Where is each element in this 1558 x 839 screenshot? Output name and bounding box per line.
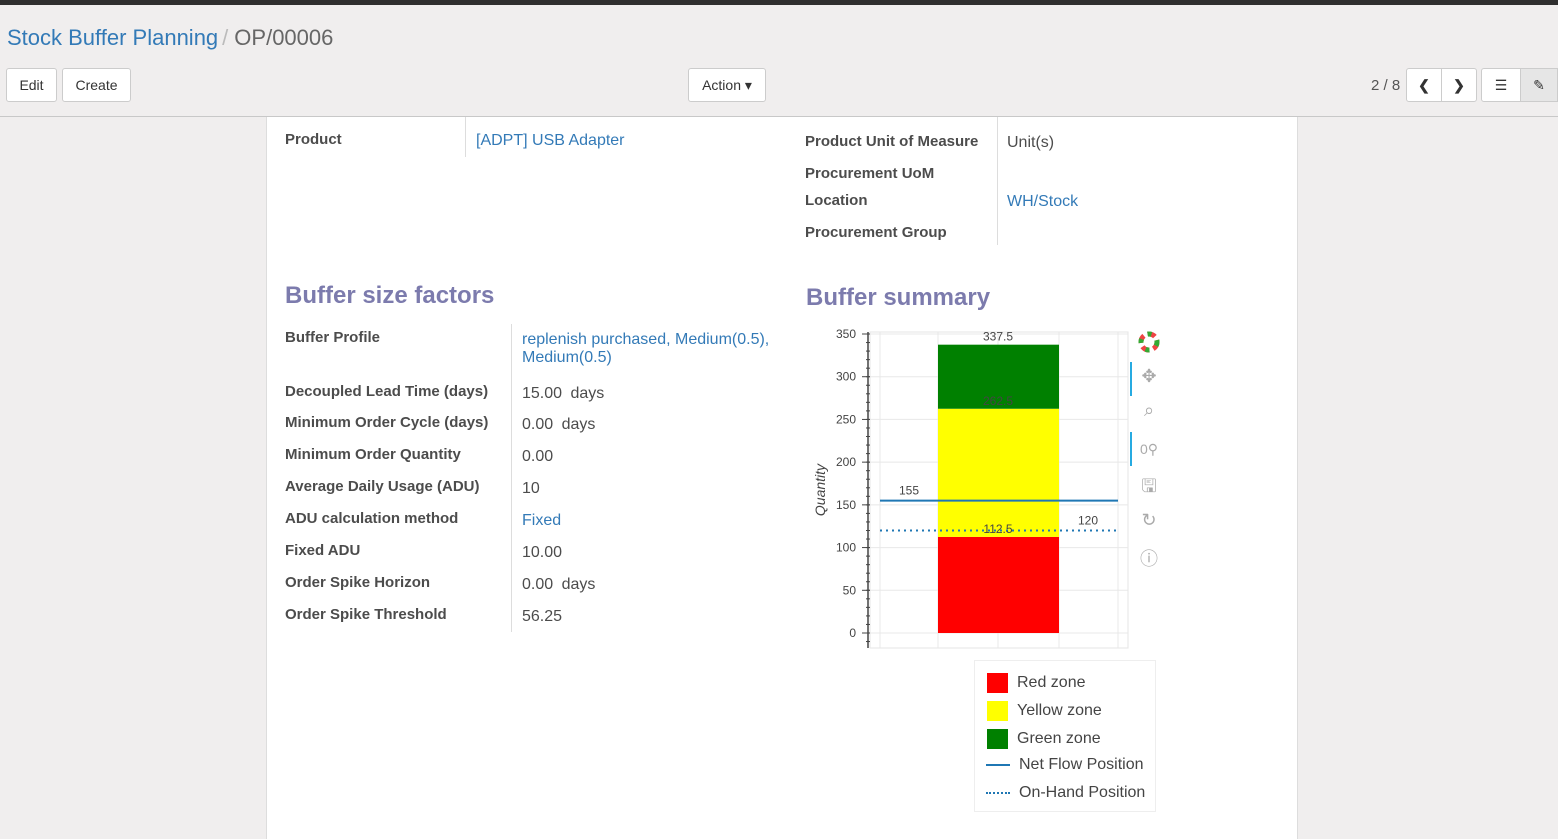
bokeh-logo-icon[interactable]	[1138, 331, 1160, 353]
legend-label: Yellow zone	[1017, 702, 1102, 719]
factor-value: 0.00 days	[522, 576, 596, 593]
y-tick-label: 350	[836, 327, 856, 341]
factor-label: Order Spike Threshold	[285, 606, 447, 623]
legend-label: Net Flow Position	[1019, 756, 1144, 773]
factor-unit: days	[561, 416, 596, 433]
breadcrumb-parent[interactable]: Stock Buffer Planning	[7, 25, 219, 50]
bar-yellow-zone	[938, 408, 1059, 537]
legend-item-green: Green zone	[987, 729, 1101, 749]
save-icon[interactable]: 🖫	[1141, 476, 1157, 496]
buffer-factors-title: Buffer size factors	[285, 282, 495, 309]
bar-label: 112.5	[983, 522, 1012, 536]
factor-label: Order Spike Horizon	[285, 574, 431, 591]
y-tick-label: 200	[836, 455, 856, 469]
factor-value: 0.00	[522, 448, 554, 465]
y-tick-label: 150	[836, 498, 856, 512]
reset-icon[interactable]: ↻	[1141, 510, 1157, 530]
y-tick-label: 50	[843, 583, 857, 597]
list-view-icon[interactable]: ☰	[1481, 68, 1521, 102]
form-view-icon[interactable]: ✎	[1520, 68, 1558, 102]
buffer-summary-title: Buffer summary	[806, 284, 991, 311]
factor-value[interactable]: Fixed	[522, 512, 562, 529]
procurement-uom-label: Procurement UoM	[805, 165, 935, 182]
factor-label: Decoupled Lead Time (days)	[285, 383, 489, 400]
pager-next-button[interactable]: ❯	[1441, 68, 1477, 102]
pager-previous-button[interactable]: ❮	[1406, 68, 1442, 102]
bar-green-zone	[938, 344, 1059, 409]
y-tick-label: 100	[836, 541, 856, 555]
factor-value: 56.25	[522, 608, 563, 625]
y-tick-label: 0	[849, 626, 856, 640]
legend-label: Red zone	[1017, 674, 1086, 691]
help-icon[interactable]: ⓘ	[1140, 549, 1158, 569]
factor-value: 10	[522, 480, 540, 497]
bar-label: 337.5	[983, 330, 1013, 344]
y-tick-label: 250	[836, 412, 856, 426]
create-button[interactable]: Create	[62, 68, 131, 102]
uom-value: Unit(s)	[1007, 134, 1055, 151]
product-value[interactable]: [ADPT] USB Adapter	[476, 132, 625, 149]
legend-item-on-hand: On-Hand Position	[986, 784, 1146, 802]
factor-label: Minimum Order Cycle (days)	[285, 414, 489, 431]
y-tick-label: 300	[836, 370, 856, 384]
on-hand-label: 120	[1078, 513, 1098, 527]
factor-value[interactable]: replenish purchased, Medium(0.5), Medium(…	[522, 331, 770, 366]
bar-red-zone	[938, 536, 1059, 633]
factor-label: ADU calculation method	[285, 510, 459, 527]
legend-label: Green zone	[1017, 730, 1101, 747]
net-flow-label: 155	[899, 484, 919, 498]
factor-value: 0.00 days	[522, 416, 596, 433]
factor-value: 10.00	[522, 544, 563, 561]
action-dropdown[interactable]: Action ▾	[688, 68, 766, 102]
chart-legend: Red zone Yellow zone Green zone Net Flow…	[974, 660, 1156, 812]
factor-unit: days	[561, 576, 596, 593]
y-axis-label: Quantity	[812, 463, 828, 516]
legend-item-net-flow: Net Flow Position	[986, 756, 1144, 774]
box-zoom-icon[interactable]: ⌕	[1143, 400, 1155, 420]
bar-label: 262.5	[983, 394, 1013, 408]
wheel-zoom-icon[interactable]: 0⚲	[1139, 441, 1159, 457]
location-value[interactable]: WH/Stock	[1007, 193, 1079, 210]
factor-label: Buffer Profile	[285, 329, 381, 346]
location-label: Location	[805, 192, 868, 209]
factor-label: Minimum Order Quantity	[285, 446, 461, 463]
legend-item-red: Red zone	[987, 673, 1086, 693]
legend-item-yellow: Yellow zone	[987, 701, 1102, 721]
factor-label: Average Daily Usage (ADU)	[285, 478, 480, 495]
factor-value: 15.00 days	[522, 385, 605, 402]
uom-label: Product Unit of Measure	[805, 133, 979, 150]
pager-value: 2 / 8	[1371, 77, 1401, 94]
edit-button[interactable]: Edit	[6, 68, 57, 102]
product-label: Product	[285, 131, 342, 148]
breadcrumb-current: OP/00006	[234, 25, 334, 50]
legend-label: On-Hand Position	[1019, 784, 1146, 801]
factor-label: Fixed ADU	[285, 542, 361, 559]
control-panel: Stock Buffer Planning / OP/00006 Edit Crea…	[0, 5, 1558, 117]
pan-tool-icon[interactable]: ✥	[1141, 366, 1157, 386]
procurement-group-label: Procurement Group	[805, 224, 947, 241]
breadcrumb: Stock Buffer Planning / OP/00006	[7, 25, 334, 50]
top-bar	[0, 0, 1558, 5]
factor-unit: days	[570, 385, 605, 402]
